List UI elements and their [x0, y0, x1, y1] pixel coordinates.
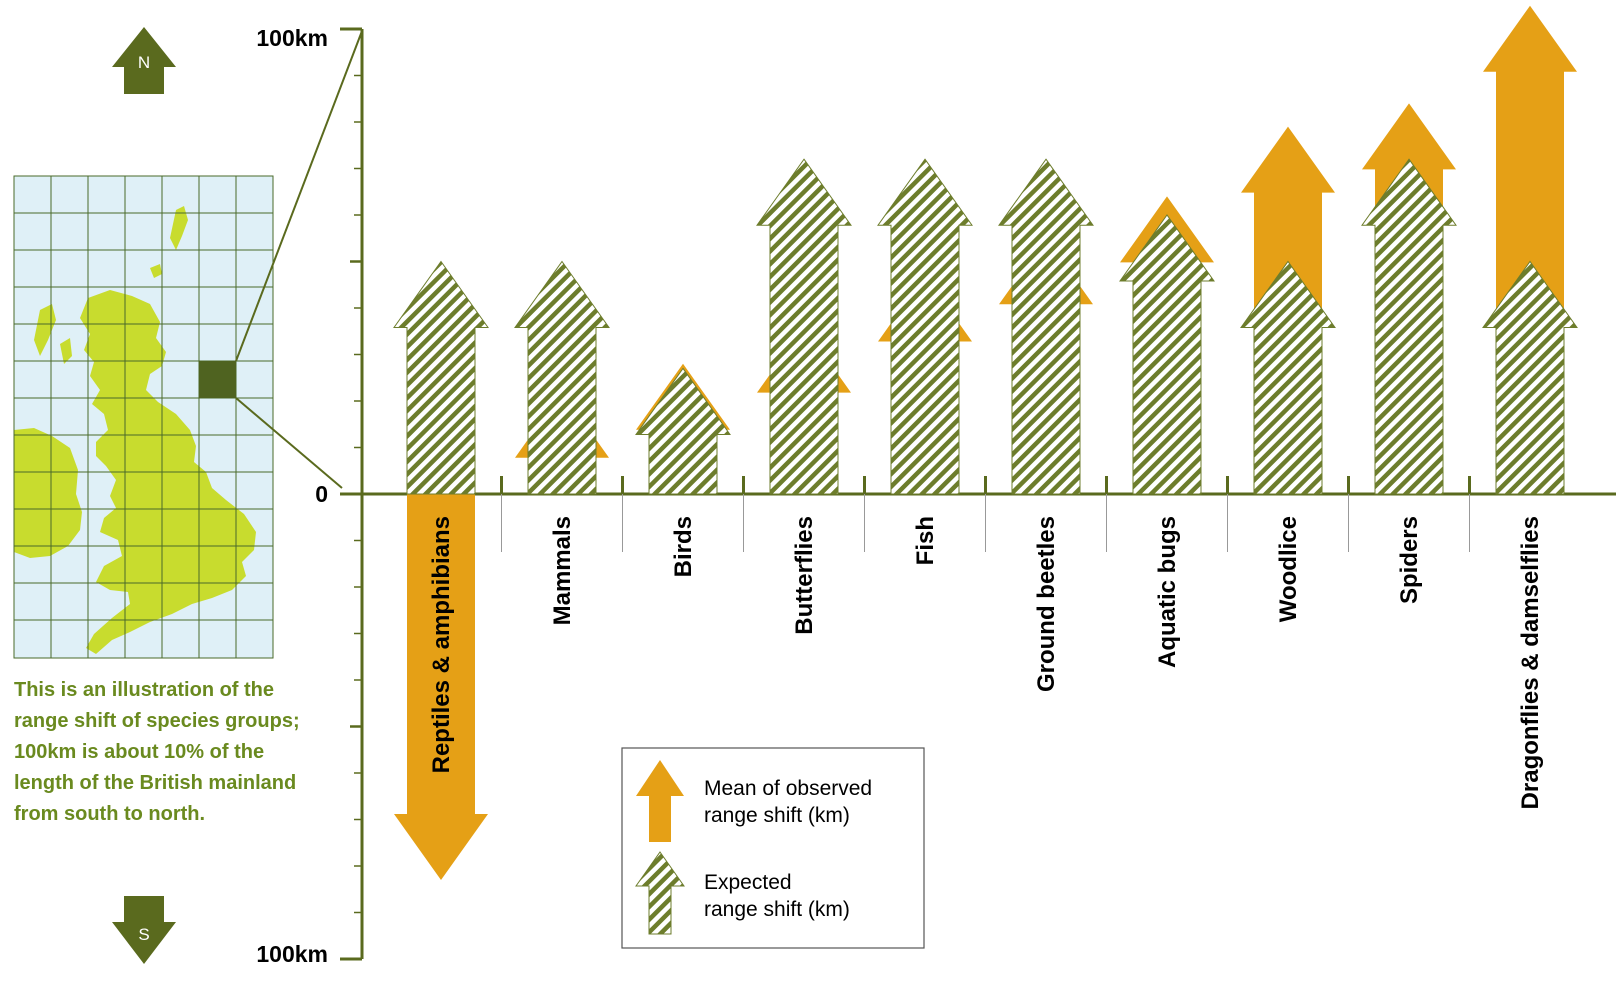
expected-arrow — [1240, 260, 1336, 495]
expected-arrow — [635, 367, 731, 495]
map-grid — [13, 175, 274, 659]
axis-bottom-label: 100km — [256, 941, 328, 967]
legend-observed-label-2: range shift (km) — [704, 804, 850, 827]
uk-map — [13, 30, 363, 659]
expected-arrow — [998, 158, 1094, 495]
legend-observed-label-1: Mean of observed — [704, 777, 872, 800]
axis-zero-label: 0 — [315, 481, 328, 507]
category-label: Mammals — [549, 516, 576, 625]
expected-arrow — [756, 158, 852, 495]
expected-arrow — [1119, 214, 1215, 495]
north-label: N — [138, 53, 150, 72]
zoom-line-top — [235, 30, 363, 362]
category-labels: Reptiles & amphibians Mammals Birds Butterf… — [428, 476, 1544, 809]
category-label: Dragonflies & damselflies — [1517, 516, 1544, 809]
category-label: Woodlice — [1275, 516, 1302, 622]
zoom-line-bottom — [235, 397, 343, 489]
observed-arrow — [394, 494, 488, 880]
legend: Mean of observed range shift (km) Expect… — [621, 747, 925, 949]
expected-arrow — [1482, 260, 1578, 495]
legend-expected-swatch — [635, 851, 685, 935]
north-arrow-icon: N — [112, 27, 176, 94]
bars-group — [393, 5, 1578, 880]
expected-arrow — [393, 260, 489, 495]
map-note: This is an illustration of the range shi… — [14, 679, 300, 825]
category-label: Aquatic bugs — [1154, 516, 1181, 668]
legend-expected-label-2: range shift (km) — [704, 898, 850, 921]
legend-observed-swatch — [636, 760, 684, 842]
south-arrow-icon: S — [112, 896, 176, 964]
south-label: S — [138, 925, 149, 944]
expected-arrow — [1361, 158, 1457, 495]
category-label: Reptiles & amphibians — [428, 516, 455, 773]
expected-arrow — [514, 260, 610, 495]
category-label: Birds — [670, 516, 697, 577]
category-label: Spiders — [1396, 516, 1423, 604]
expected-arrow — [877, 158, 973, 495]
map-highlight-square — [199, 361, 236, 398]
axis-top-label: 100km — [256, 25, 328, 51]
legend-expected-label-1: Expected — [704, 871, 792, 894]
category-label: Fish — [912, 516, 939, 565]
category-label: Ground beetles — [1033, 516, 1060, 692]
category-label: Butterflies — [791, 516, 818, 635]
